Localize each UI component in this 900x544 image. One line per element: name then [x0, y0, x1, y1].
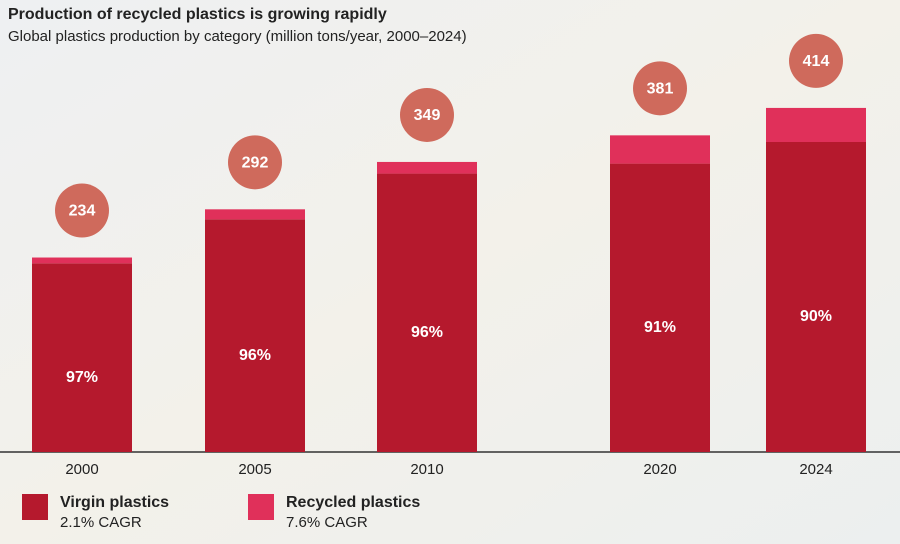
bar-segment — [610, 163, 710, 453]
total-label: 381 — [647, 81, 674, 98]
total-label: 349 — [414, 107, 441, 124]
value-label: 91% — [644, 319, 676, 336]
x-tick-label: 2010 — [410, 461, 443, 478]
bar-segment — [377, 173, 477, 453]
bar-segment — [205, 209, 305, 220]
chart-subtitle: Global plastics production by category (… — [8, 28, 467, 45]
bar-segment — [377, 161, 477, 174]
bar-segment — [205, 219, 305, 452]
x-tick-label: 2024 — [799, 461, 832, 478]
chart-title: Production of recycled plastics is growi… — [8, 6, 387, 23]
bar-segment — [766, 107, 866, 142]
total-bubble — [228, 135, 282, 190]
legend-label: Virgin plastics — [60, 494, 169, 511]
total-label: 414 — [803, 53, 830, 70]
bar-segment — [610, 135, 710, 164]
bar-segment — [32, 263, 132, 452]
value-label: 96% — [239, 347, 271, 364]
x-tick-label: 2005 — [238, 461, 271, 478]
x-tick-label: 2020 — [643, 461, 676, 478]
bar-segment — [766, 141, 866, 453]
legend-note: 2.1% CAGR — [60, 514, 142, 531]
total-bubble — [55, 183, 109, 238]
legend-swatch — [22, 494, 48, 520]
value-label: 96% — [411, 324, 443, 341]
legend-label: Recycled plastics — [286, 494, 420, 511]
legend-swatch — [248, 494, 274, 520]
bar-segment — [32, 257, 132, 264]
total-bubble — [789, 33, 843, 88]
total-bubble — [633, 61, 687, 116]
total-bubble — [400, 87, 454, 142]
value-label: 97% — [66, 369, 98, 386]
total-label: 292 — [242, 155, 269, 172]
x-tick-label: 2000 — [65, 461, 98, 478]
value-label: 90% — [800, 308, 832, 325]
legend-note: 7.6% CAGR — [286, 514, 368, 531]
total-label: 234 — [69, 203, 96, 220]
